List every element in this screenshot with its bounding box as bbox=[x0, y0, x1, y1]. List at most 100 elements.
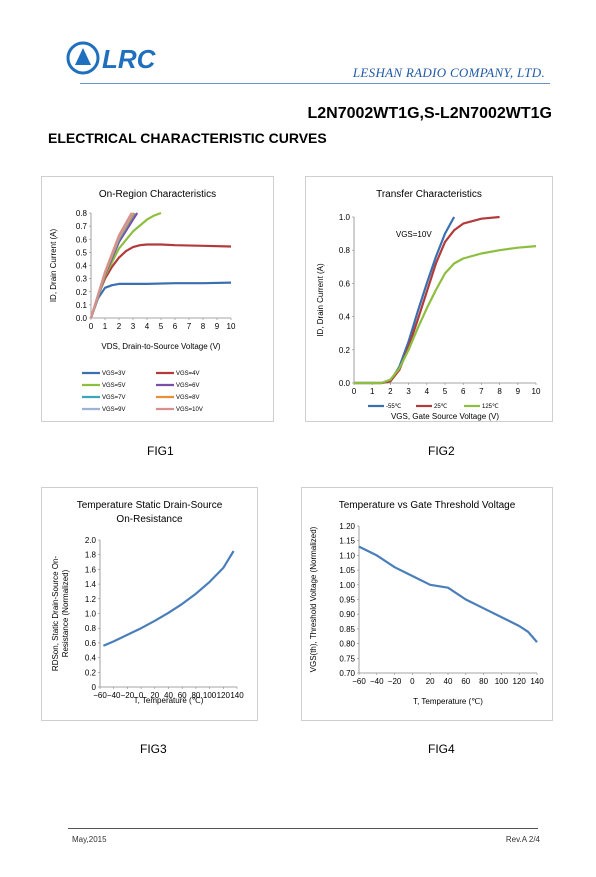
y-tick-label: 0.4 bbox=[76, 262, 88, 271]
x-tick-label: 120 bbox=[217, 691, 231, 700]
x-tick-label: 9 bbox=[516, 387, 521, 396]
x-tick-label: 0 bbox=[139, 691, 144, 700]
y-tick-label: 0.70 bbox=[339, 669, 355, 678]
legend-label: VGS=4V bbox=[176, 371, 200, 377]
x-tick-label: 60 bbox=[461, 677, 470, 686]
y-tick-label: 0.2 bbox=[339, 346, 351, 355]
x-tick-label: 10 bbox=[227, 322, 236, 331]
chart-title: Transfer Characteristics bbox=[376, 189, 482, 200]
fig4-panel: Temperature vs Gate Threshold Voltage 0.7… bbox=[301, 487, 553, 721]
y-axis-label: VGS(th), Threshold Voltage (Normalized) bbox=[309, 526, 318, 672]
y-tick-label: 1.00 bbox=[339, 581, 355, 590]
x-tick-label: 80 bbox=[191, 691, 200, 700]
legend-label: VGS=8V bbox=[176, 395, 200, 401]
y-tick-label: 1.0 bbox=[339, 213, 351, 222]
company-name: LESHAN RADIO COMPANY, LTD. bbox=[352, 65, 545, 80]
y-axis-label: Resistance (Normalized) bbox=[61, 569, 70, 657]
fig2-panel: Transfer Characteristics 0.0 0.2 0.4 0.6 0.8 1… bbox=[305, 176, 553, 422]
fig2-label: FIG2 bbox=[428, 444, 455, 458]
x-tick-label: 40 bbox=[444, 677, 453, 686]
y-tick-label: 1.8 bbox=[85, 551, 97, 560]
header-divider bbox=[80, 83, 550, 84]
footer-date: May,2015 bbox=[72, 835, 107, 844]
x-tick-label: 5 bbox=[159, 322, 164, 331]
y-tick-label: 0 bbox=[92, 683, 97, 692]
lrc-logo: LRC bbox=[66, 41, 157, 75]
y-tick-label: 0.4 bbox=[339, 313, 351, 322]
x-tick-label: 80 bbox=[479, 677, 488, 686]
legend-label: -55℃ bbox=[386, 404, 402, 410]
x-axis-label: T, Temperature (℃) bbox=[134, 696, 204, 705]
y-tick-label: 0.8 bbox=[76, 209, 88, 218]
x-tick-label: 20 bbox=[426, 677, 435, 686]
x-tick-label: 0 bbox=[89, 322, 94, 331]
x-tick-label: −40 bbox=[370, 677, 384, 686]
x-axis-label: VGS, Gate Source Voltage (V) bbox=[391, 412, 499, 421]
x-tick-label: 5 bbox=[443, 387, 448, 396]
x-tick-label: 9 bbox=[215, 322, 220, 331]
y-tick-label: 2.0 bbox=[85, 536, 97, 545]
x-axis-label: VDS, Drain-to-Source Voltage (V) bbox=[101, 342, 220, 351]
y-axis-label: ID, Drain Current (A) bbox=[49, 228, 58, 302]
chart-title: Temperature Static Drain-Source bbox=[77, 500, 223, 511]
x-tick-label: 8 bbox=[201, 322, 206, 331]
part-number: L2N7002WT1G,S-L2N7002WT1G bbox=[307, 105, 552, 122]
x-tick-label: 7 bbox=[479, 387, 484, 396]
x-tick-label: 4 bbox=[145, 322, 150, 331]
y-tick-label: 0.6 bbox=[339, 279, 351, 288]
x-tick-label: 120 bbox=[513, 677, 527, 686]
chart-title: On-Region Characteristics bbox=[99, 189, 216, 200]
x-axis-label: T, Temperature (℃) bbox=[413, 697, 483, 706]
y-tick-label: 0.8 bbox=[85, 624, 97, 633]
x-tick-label: 100 bbox=[495, 677, 509, 686]
x-tick-label: 0 bbox=[410, 677, 415, 686]
fig3-chart: Temperature Static Drain-Source On-Resist… bbox=[51, 500, 244, 705]
series-line-1 bbox=[89, 281, 232, 319]
fig2-chart: Transfer Characteristics 0.0 0.2 0.4 0.6 0.8 1… bbox=[316, 189, 541, 421]
y-tick-label: 1.15 bbox=[339, 537, 355, 546]
y-axis-label: ID, Drain Current (A) bbox=[316, 263, 325, 337]
y-tick-label: 0.1 bbox=[76, 301, 88, 310]
y-tick-label: 0.4 bbox=[85, 654, 97, 663]
x-tick-label: 140 bbox=[530, 677, 544, 686]
fig1-label: FIG1 bbox=[147, 444, 174, 458]
logo-text: LRC bbox=[102, 44, 157, 74]
x-tick-label: 140 bbox=[230, 691, 244, 700]
legend-label: VGS=3V bbox=[102, 371, 126, 377]
series-line-2 bbox=[354, 215, 500, 385]
x-tick-label: −40 bbox=[107, 691, 121, 700]
x-tick-label: −20 bbox=[388, 677, 402, 686]
legend-label: 25℃ bbox=[434, 404, 448, 410]
y-tick-label: 0.75 bbox=[339, 654, 355, 663]
y-tick-label: 0.0 bbox=[339, 379, 351, 388]
fig4-chart: Temperature vs Gate Threshold Voltage 0.7… bbox=[309, 500, 544, 706]
x-tick-label: −20 bbox=[121, 691, 135, 700]
legend-label: VGS=10V bbox=[176, 407, 203, 413]
x-tick-label: 6 bbox=[173, 322, 178, 331]
x-tick-label: 60 bbox=[178, 691, 187, 700]
y-axis-label: RDSon, Static Drain-Source On- bbox=[51, 556, 60, 671]
y-tick-label: 1.0 bbox=[85, 610, 97, 619]
x-tick-label: −60 bbox=[93, 691, 107, 700]
legend-label: VGS=5V bbox=[102, 383, 126, 389]
x-tick-label: 0 bbox=[352, 387, 357, 396]
x-tick-label: 2 bbox=[388, 387, 393, 396]
series-line-8 bbox=[89, 212, 133, 319]
y-tick-label: 0.2 bbox=[85, 668, 97, 677]
y-tick-label: 0.85 bbox=[339, 625, 355, 634]
x-tick-label: 3 bbox=[131, 322, 136, 331]
legend-label: VGS=6V bbox=[176, 383, 200, 389]
fig1-chart: On-Region Characteristics 0.0 0.1 0.2 0.3 0.4… bbox=[49, 189, 236, 413]
legend-label: VGS=9V bbox=[102, 407, 126, 413]
x-tick-label: 6 bbox=[461, 387, 466, 396]
y-tick-label: 0.0 bbox=[76, 314, 88, 323]
series-line-1 bbox=[358, 545, 538, 643]
x-tick-label: 4 bbox=[425, 387, 430, 396]
y-tick-label: 0.80 bbox=[339, 640, 355, 649]
x-tick-label: −60 bbox=[352, 677, 366, 686]
y-tick-label: 0.90 bbox=[339, 610, 355, 619]
fig3-label: FIG3 bbox=[140, 742, 167, 756]
x-tick-label: 100 bbox=[203, 691, 217, 700]
x-tick-label: 3 bbox=[406, 387, 411, 396]
y-tick-label: 1.05 bbox=[339, 566, 355, 575]
